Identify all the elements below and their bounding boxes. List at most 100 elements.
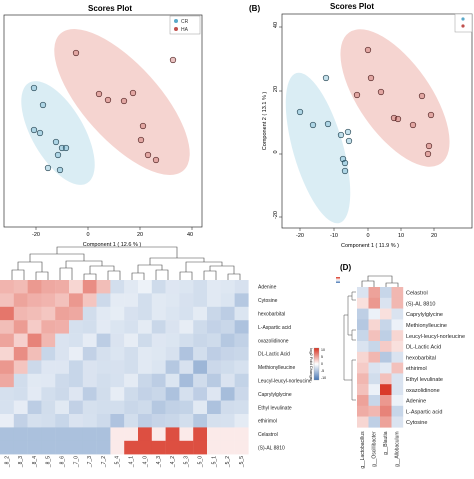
legend-b-cr-marker (461, 17, 465, 21)
heatmap-c-cell (41, 280, 56, 294)
heatmap-c-col-label: _5_1 (211, 456, 217, 468)
heatmap-c-cell (193, 347, 208, 361)
heatmap-d-cell (391, 395, 404, 406)
heatmap-c-cell (55, 360, 70, 374)
heatmap-d-cell (391, 341, 404, 352)
cr-point (30, 84, 38, 92)
panel-b-xtick: 0 (366, 233, 369, 239)
heatmap-c-col-label: _5_5 (239, 456, 245, 468)
heatmap-d-row-labels: Celastrol (S)-AL 8810 Caprylylglycine Methi… (406, 291, 465, 427)
panel-b: (B) Scores Plot 40 20 0 -20 Component 2 … (249, 2, 473, 249)
heatmap-c-cell (13, 400, 28, 415)
heatmap-c-cell (138, 306, 152, 321)
heatmap-d-cell (380, 416, 392, 428)
heatmap-c-cell (69, 347, 83, 361)
heatmap-c-cell (82, 347, 97, 361)
heatmap-d-cell (391, 319, 404, 331)
heatmap-c-cell (138, 320, 152, 334)
heatmap-c-cell (207, 427, 221, 441)
heatmap-c-col-label: _8_2 (4, 456, 10, 468)
heatmap-c-cell (96, 280, 111, 294)
heatmap-d-cell (357, 319, 369, 331)
heatmap-c-cell (41, 414, 56, 428)
heatmap-c-cell (193, 440, 208, 455)
heatmap-c-cell (220, 373, 235, 388)
heatmap-c-cell (96, 414, 111, 428)
heatmap-c-cell (69, 414, 83, 428)
heatmap-c-row-label: Adenine (258, 285, 277, 291)
cr-confidence-ellipse (21, 81, 95, 185)
heatmap-d-cell (380, 373, 392, 385)
heatmap-c-cell (0, 387, 14, 401)
heatmap-d-cell (380, 319, 392, 331)
heatmap-d-cell (380, 297, 392, 309)
heatmap-c-cell (82, 306, 97, 321)
heatmap-d-cell (391, 384, 404, 396)
heatmap-d-cell (357, 373, 369, 385)
cr-point (56, 166, 64, 174)
heatmap-d-cell (368, 341, 381, 352)
heatmap-d-cell (380, 362, 392, 374)
heatmap-c-row-label: ethirimol (258, 419, 277, 425)
panel-a-xtick: 0 (86, 232, 89, 238)
heatmap-d-cell (391, 308, 404, 320)
heatmap-c-row-label: DL-Lactic Acid (258, 352, 290, 358)
cr-point-b (341, 159, 349, 167)
cr-point-b (344, 128, 352, 136)
cr-point (44, 164, 52, 172)
heatmap-c-cell (207, 320, 221, 334)
heatmap-c-cell (41, 387, 56, 401)
heatmap-d-cell (368, 308, 381, 320)
heatmap-c-cell (13, 360, 28, 374)
heatmap-c-cell (0, 280, 14, 294)
heatmap-d-cell (357, 362, 369, 374)
heatmap-d-cell (368, 405, 381, 417)
ha-point-b (394, 115, 402, 123)
heatmap-c-cell (179, 427, 194, 441)
heatmap-c-cell (124, 387, 139, 401)
heatmap-c-cell (151, 306, 166, 321)
panel-d: (D) Celastrol (S)-AL 8810 Caprylylglycine M… (336, 263, 465, 469)
heatmap-c-row-label: (S)-AL 8810 (258, 446, 285, 452)
heatmap-d-row-label: oxazolidinone (406, 388, 440, 394)
heatmap-c-cell (0, 347, 14, 361)
heatmap-c-cell (0, 373, 14, 388)
heatmap-d-col-labels: g__Lactobacillus g__Oscillibacter g__Blaut… (360, 431, 401, 469)
heatmap-c-cell (138, 280, 152, 294)
heatmap-c-cell (151, 347, 166, 361)
cr-point-b (322, 74, 330, 82)
ha-point-b (425, 142, 433, 150)
heatmap-c-cell (124, 373, 139, 388)
heatmap-c-cell (220, 440, 235, 455)
heatmap-c-cell (193, 414, 208, 428)
heatmap-c-cell (138, 414, 152, 428)
heatmap-c-cell (193, 427, 208, 441)
heatmap-c-cell (124, 347, 139, 361)
ha-point-b (424, 150, 432, 158)
heatmap-c-cell (220, 387, 235, 401)
heatmap-d-cell (368, 384, 381, 396)
heatmap-c-cell (55, 280, 70, 294)
heatmap-c-cell (41, 306, 56, 321)
heatmap-c-col-labels: _8_2 _8_3 _8_4 _8_5 _8_6 _7_0 _7_3 _7_2 _5_4 _4_1… (4, 456, 245, 468)
heatmap-c-cell (151, 440, 166, 455)
heatmap-c-cell (0, 293, 14, 307)
heatmap-c-cell (207, 280, 221, 294)
heatmap-c-cell (207, 414, 221, 428)
heatmap-c-cell (124, 414, 139, 428)
panel-a: Scores Plot CR HA -20 0 20 40 Component … (3, 4, 203, 248)
heatmap-c-cell (151, 293, 166, 307)
ha-point-b (418, 92, 426, 100)
heatmap-c-row-labels: Adenine Cytosine hexobarbital L-Aspartic ac… (258, 285, 312, 452)
heatmap-c-cell (207, 306, 221, 321)
heatmap-c-cell (234, 293, 249, 307)
heatmap-c-cell (151, 333, 166, 348)
heatmap-c-cell (96, 387, 111, 401)
colorbar-tick: 10 (321, 348, 325, 352)
heatmap-d-cell (380, 351, 392, 363)
heatmap-c-col-label: _7_0 (73, 456, 79, 468)
panel-b-points (296, 46, 435, 175)
heatmap-c-cell (138, 387, 152, 401)
heatmap-c-cell (55, 333, 70, 348)
cr-point (36, 129, 44, 137)
